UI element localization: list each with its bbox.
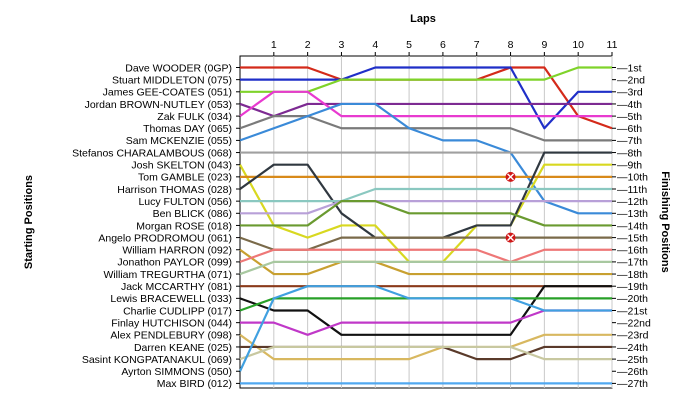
series-line-2	[240, 66, 612, 130]
starting-position-label: James GEE-COATES (051)	[103, 87, 232, 99]
series-line-16	[239, 248, 612, 276]
finishing-position-label: —17th	[617, 257, 648, 269]
finishing-position-label: —23rd	[617, 330, 649, 342]
starting-position-label: Finlay HUTCHISON (044)	[111, 317, 232, 329]
lap-tick-label: 9	[541, 39, 547, 51]
finishing-position-label: —15th	[617, 232, 648, 244]
finishing-position-label: —24th	[617, 342, 648, 354]
starting-position-label: Morgan ROSE (018)	[136, 220, 232, 232]
finishing-position-label: —9th	[617, 160, 642, 172]
right-axis-title: Finishing Positions	[659, 171, 671, 272]
starting-position-label: Sasint KONGPATANAKUL (069)	[82, 354, 232, 366]
finishing-position-label: —8th	[617, 147, 642, 159]
retirement-markers	[505, 171, 516, 243]
starting-position-label: Zak FULK (034)	[157, 111, 232, 123]
series-line-4	[239, 102, 612, 118]
finishing-position-label: —16th	[617, 245, 648, 257]
series-line-26	[239, 285, 612, 372]
finishing-position-label: —5th	[617, 111, 642, 123]
lap-tick-label: 3	[339, 39, 345, 51]
series-line-17	[239, 248, 612, 263]
starting-position-label: Darren KEANE (025)	[134, 342, 232, 354]
starting-position-label: Lucy FULTON (056)	[138, 196, 232, 208]
x-axis-title: Laps	[410, 13, 436, 25]
finishing-position-label: —4th	[617, 99, 642, 111]
series-line-25	[239, 345, 612, 361]
retirement-marker-2	[505, 232, 516, 243]
series-line-18	[239, 260, 612, 276]
finishing-position-label: —12th	[617, 196, 648, 208]
lap-tick-label: 1	[271, 39, 277, 51]
starting-position-label: William HARRON (092)	[122, 245, 232, 257]
lap-tick-label: 4	[372, 39, 378, 51]
finishing-position-label: —13th	[617, 208, 648, 220]
finishing-position-label: —26th	[617, 366, 648, 378]
starting-position-label: Thomas DAY (065)	[143, 123, 232, 135]
starting-position-label: Angelo PRODROMOU (061)	[98, 232, 232, 244]
starting-position-label: Ben BLICK (086)	[153, 208, 232, 220]
starting-position-label: Jack MCCARTHY (081)	[121, 281, 232, 293]
finishing-position-label: —3rd	[617, 87, 643, 99]
starting-position-label: Jordan BROWN-NUTLEY (053)	[85, 99, 232, 111]
starting-position-label: Ayrton SIMMONS (050)	[121, 366, 232, 378]
starting-position-label: Dave WOODER (0GP)	[125, 62, 232, 74]
lap-tick-label: 2	[305, 39, 311, 51]
starting-position-label: Stefanos CHARALAMBOUS (068)	[72, 147, 232, 159]
finishing-position-label: —27th	[617, 378, 648, 390]
series-line-5	[239, 90, 612, 118]
finishing-position-label: —1st	[617, 62, 642, 74]
lap-tick-label: 10	[572, 39, 584, 51]
starting-position-label: Stuart MIDDLETON (075)	[112, 74, 232, 86]
starting-position-label: Max BIRD (012)	[157, 378, 232, 390]
series-line-14	[240, 200, 612, 227]
series-line-12	[240, 187, 612, 203]
finishing-position-label: —18th	[617, 269, 648, 281]
finishing-position-label: —22nd	[617, 317, 651, 329]
lap-tick-label: 11	[607, 39, 618, 51]
series-line-13	[240, 200, 612, 215]
lap-tick-label: 8	[508, 39, 514, 51]
lap-tick-label: 6	[440, 39, 446, 51]
finishing-position-label: —2nd	[617, 74, 645, 86]
series-lines	[239, 66, 613, 385]
tick-labels: 1 2 3 4 5 6 7 8 9 10 11 Dave WOODER (0GP)Stuart MID…	[72, 39, 651, 390]
retirement-marker-cross	[507, 234, 515, 242]
grid-lines	[273, 56, 613, 388]
starting-position-label: Harrison THOMAS (028)	[117, 184, 232, 196]
retirement-marker-cross	[507, 173, 515, 181]
lap-tick-label: 5	[406, 39, 412, 51]
starting-position-label: Charlie CUDLIPP (017)	[123, 305, 232, 317]
starting-position-label: Jonathon PAYLOR (099)	[117, 257, 232, 269]
series-line-23	[239, 333, 612, 361]
finishing-position-label: —6th	[617, 123, 642, 135]
starting-position-label: Lewis BRACEWELL (033)	[110, 293, 232, 305]
finishing-position-label: —25th	[617, 354, 648, 366]
plot-area	[239, 55, 613, 389]
starting-position-label: William TREGURTHA (071)	[103, 269, 232, 281]
finishing-position-label: —7th	[617, 135, 642, 147]
left-axis-title: Starting Positions	[23, 175, 35, 269]
finishing-position-label: —11th	[617, 184, 647, 196]
series-line-7	[239, 102, 612, 215]
lap-tick-label: 7	[474, 39, 480, 51]
starting-position-label: Alex PENDLEBURY (098)	[110, 330, 232, 342]
series-line-6	[239, 114, 612, 142]
finishing-position-label: —20th	[617, 293, 648, 305]
finishing-position-label: —14th	[617, 220, 648, 232]
finishing-position-label: —19th	[617, 281, 648, 293]
series-line-20	[239, 285, 612, 336]
finishing-position-label: —10th	[617, 172, 648, 184]
finishing-position-label: —21st	[617, 305, 647, 317]
starting-position-label: Sam MCKENZIE (055)	[126, 135, 232, 147]
retirement-marker-1	[505, 171, 516, 182]
starting-position-label: Tom GAMBLE (023)	[138, 172, 232, 184]
starting-position-label: Josh SKELTON (043)	[131, 160, 232, 172]
